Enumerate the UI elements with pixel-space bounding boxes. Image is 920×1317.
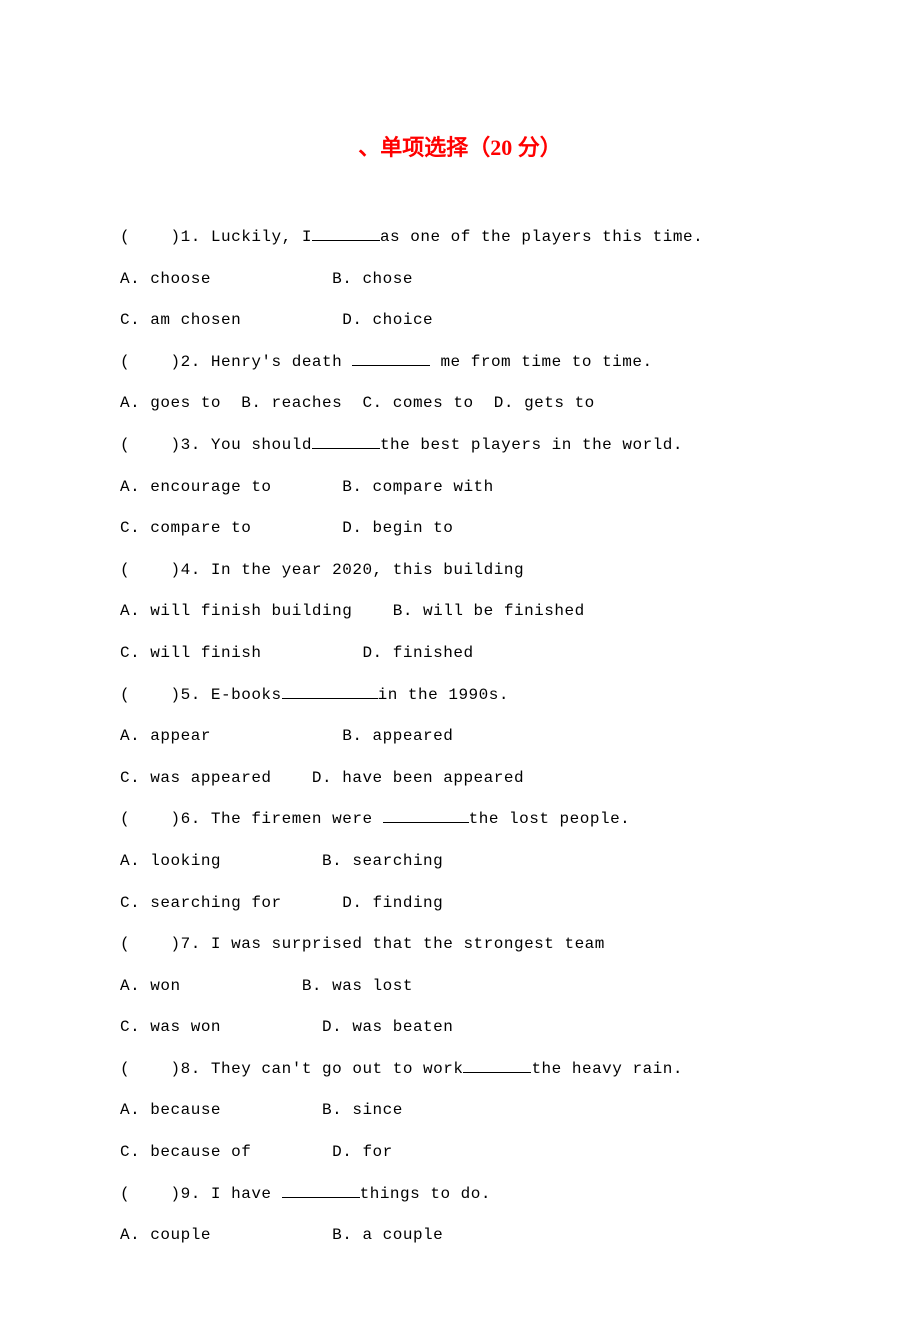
stem-suffix: as one of the players this time. [380, 228, 703, 246]
stem-prefix: ( )4. In the year 2020, this building [120, 561, 524, 579]
option-line[interactable]: A. won B. was lost [120, 966, 800, 1008]
stem-prefix: ( )3. You should [120, 436, 312, 454]
stem-suffix: things to do. [360, 1185, 491, 1203]
question-stem: ( )3. You should the best players in the … [120, 425, 800, 467]
blank-field[interactable] [383, 807, 469, 823]
option-line[interactable]: A. couple B. a couple [120, 1215, 800, 1257]
option-line[interactable]: C. compare to D. begin to [120, 508, 800, 550]
option-line[interactable]: A. goes to B. reaches C. comes to D. get… [120, 383, 800, 425]
stem-suffix: me from time to time. [430, 353, 652, 371]
option-line[interactable]: C. because of D. for [120, 1132, 800, 1174]
questions-container: ( )1. Luckily, I as one of the players th… [120, 217, 800, 1257]
option-line[interactable]: C. was appeared D. have been appeared [120, 758, 800, 800]
option-line[interactable]: A. looking B. searching [120, 841, 800, 883]
title-text: 、单项选择（20 分） [358, 130, 562, 162]
option-line[interactable]: A. because B. since [120, 1090, 800, 1132]
question-stem: ( )2. Henry's death me from time to time… [120, 342, 800, 384]
blank-field[interactable] [282, 683, 378, 699]
stem-prefix: ( )6. The firemen were [120, 810, 383, 828]
option-line[interactable]: A. will finish building B. will be finis… [120, 591, 800, 633]
stem-suffix: the best players in the world. [380, 436, 683, 454]
blank-field[interactable] [312, 433, 380, 449]
blank-field[interactable] [282, 1182, 360, 1198]
stem-prefix: ( )2. Henry's death [120, 353, 352, 371]
blank-field[interactable] [463, 1057, 531, 1073]
option-line[interactable]: A. encourage to B. compare with [120, 467, 800, 509]
option-line[interactable]: C. am chosen D. choice [120, 300, 800, 342]
stem-suffix: the lost people. [469, 810, 631, 828]
option-line[interactable]: C. searching for D. finding [120, 883, 800, 925]
option-line[interactable]: A. choose B. chose [120, 259, 800, 301]
stem-prefix: ( )5. E-books [120, 686, 282, 704]
question-stem: ( )1. Luckily, I as one of the players th… [120, 217, 800, 259]
stem-suffix: the heavy rain. [531, 1060, 683, 1078]
question-stem: ( )9. I have things to do. [120, 1174, 800, 1216]
stem-prefix: ( )9. I have [120, 1185, 282, 1203]
blank-field[interactable] [352, 350, 430, 366]
stem-prefix: ( )7. I was surprised that the strongest… [120, 935, 605, 953]
option-line[interactable]: C. was won D. was beaten [120, 1007, 800, 1049]
question-stem: ( )7. I was surprised that the strongest… [120, 924, 800, 966]
question-stem: ( )4. In the year 2020, this building [120, 550, 800, 592]
option-line[interactable]: A. appear B. appeared [120, 716, 800, 758]
stem-prefix: ( )8. They can't go out to work [120, 1060, 463, 1078]
blank-field[interactable] [312, 225, 380, 241]
question-stem: ( )8. They can't go out to work the heavy… [120, 1049, 800, 1091]
option-line[interactable]: C. will finish D. finished [120, 633, 800, 675]
question-stem: ( )5. E-books in the 1990s. [120, 675, 800, 717]
stem-suffix: in the 1990s. [378, 686, 509, 704]
section-title: 、单项选择（20 分） [120, 130, 800, 162]
stem-prefix: ( )1. Luckily, I [120, 228, 312, 246]
question-stem: ( )6. The firemen were the lost people. [120, 799, 800, 841]
